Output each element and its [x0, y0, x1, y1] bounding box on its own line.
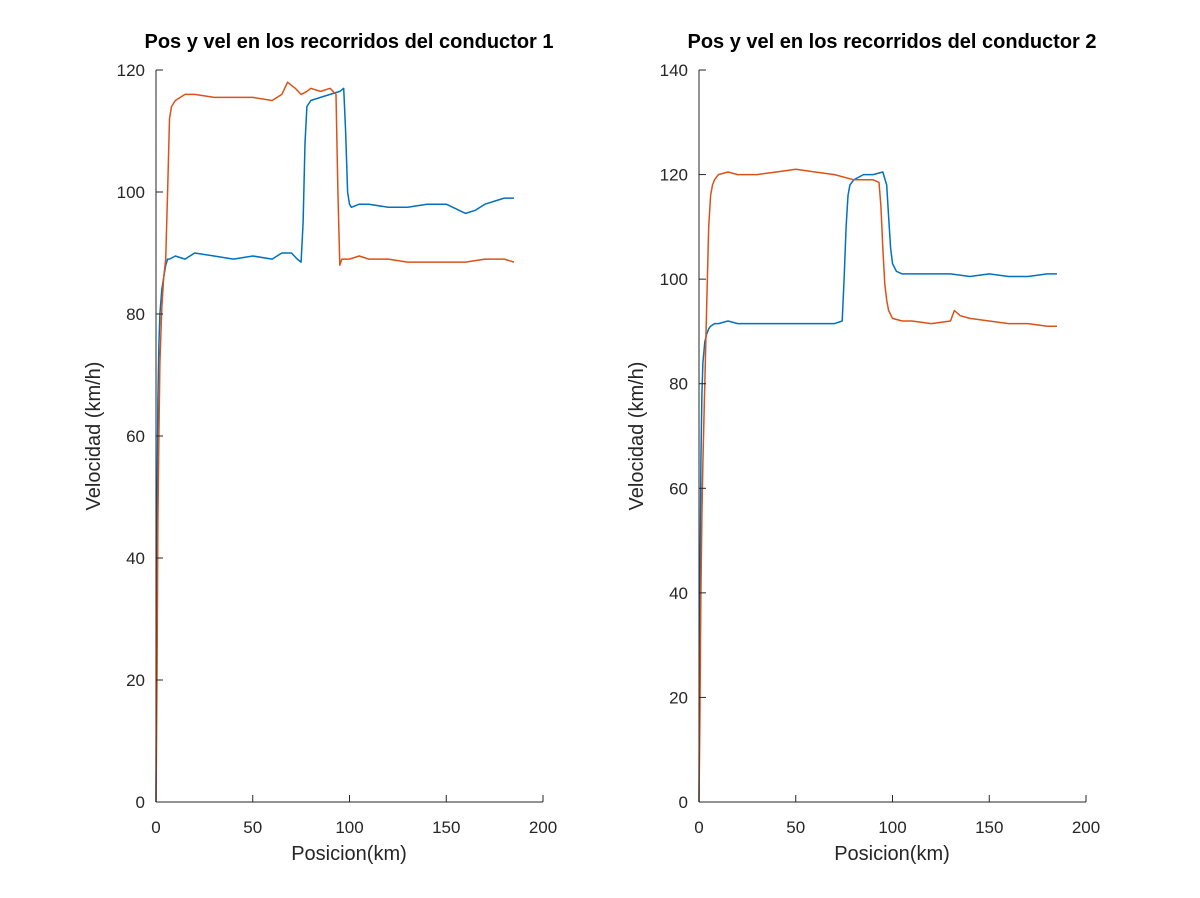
x-tick-label: 150: [432, 818, 460, 837]
chart-title: Pos y vel en los recorridos del conducto…: [144, 31, 553, 53]
x-axis-label: Posicion(km): [834, 843, 950, 865]
chart-title: Pos y vel en los recorridos del conducto…: [687, 31, 1096, 53]
y-tick-label: 120: [660, 166, 688, 185]
y-tick-label: 20: [126, 671, 145, 690]
y-tick-label: 0: [136, 793, 145, 812]
x-tick-label: 0: [694, 818, 703, 837]
x-axis-label: Posicion(km): [291, 843, 407, 865]
y-tick-label: 40: [126, 549, 145, 568]
y-tick-label: 60: [669, 479, 688, 498]
chart-panel-conductor-2: Pos y vel en los recorridos del conducto…: [626, 31, 1100, 865]
x-tick-label: 150: [975, 818, 1003, 837]
x-tick-label: 50: [243, 818, 262, 837]
series-line-1: [698, 171, 1057, 803]
y-tick-label: 0: [679, 793, 688, 812]
y-tick-label: 60: [126, 427, 145, 446]
x-tick-label: 100: [878, 818, 906, 837]
series-line-2: [698, 168, 1057, 803]
y-tick-label: 40: [669, 584, 688, 603]
x-tick-label: 200: [1072, 818, 1100, 837]
y-axis-label: Velocidad (km/h): [83, 362, 105, 511]
y-tick-label: 140: [660, 61, 688, 80]
chart-panel-conductor-1: Pos y vel en los recorridos del conducto…: [83, 31, 557, 865]
x-tick-label: 50: [786, 818, 805, 837]
y-tick-label: 80: [126, 305, 145, 324]
x-tick-label: 200: [529, 818, 557, 837]
y-tick-label: 80: [669, 375, 688, 394]
y-tick-label: 120: [117, 61, 145, 80]
x-tick-label: 0: [151, 818, 160, 837]
series-line-2: [155, 81, 515, 803]
x-tick-label: 100: [335, 818, 363, 837]
y-tick-label: 100: [660, 270, 688, 289]
y-tick-label: 100: [117, 183, 145, 202]
y-tick-label: 20: [669, 688, 688, 707]
series-line-1: [155, 87, 514, 803]
y-axis-label: Velocidad (km/h): [626, 362, 648, 511]
